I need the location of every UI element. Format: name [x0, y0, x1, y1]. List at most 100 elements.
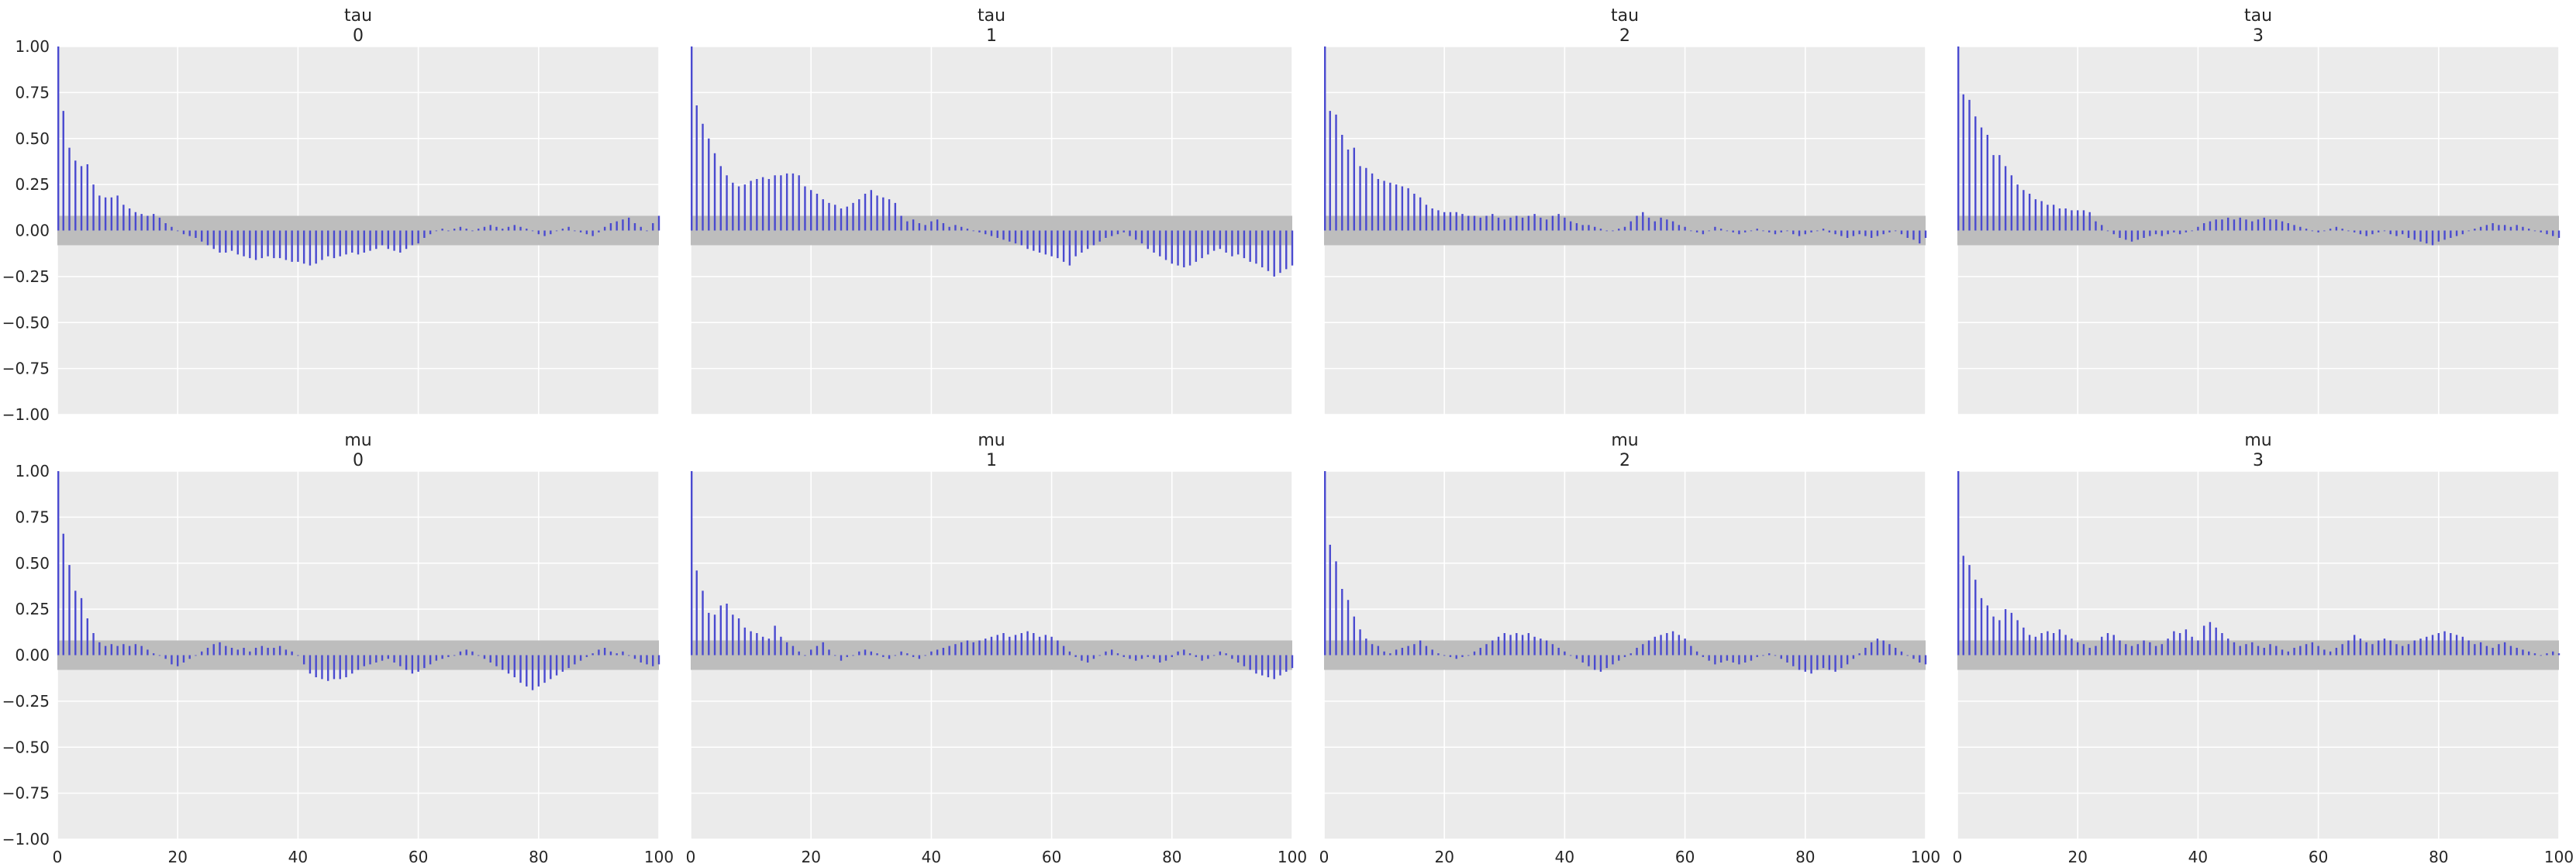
acf-bar	[2323, 649, 2326, 656]
acf-bar	[1564, 651, 1566, 656]
y-tick-label: 1.00	[15, 37, 50, 56]
acf-bar	[846, 206, 848, 231]
acf-bar	[2509, 645, 2512, 656]
acf-bar	[1419, 640, 1422, 656]
acf-bar	[260, 645, 264, 656]
acf-bar	[1231, 230, 1233, 256]
acf-bar	[1840, 655, 1843, 669]
acf-bar	[591, 230, 594, 236]
acf-bar	[1798, 230, 1801, 236]
acf-bar	[870, 190, 872, 231]
acf-bar	[1629, 653, 1632, 656]
acf-bar	[713, 614, 716, 656]
acf-bar	[1581, 655, 1584, 663]
acf-bar	[1768, 230, 1771, 232]
acf-bar	[80, 166, 83, 231]
acf-bar	[1212, 230, 1216, 251]
panel-title: 3	[2253, 451, 2264, 470]
acf-bar	[798, 175, 800, 231]
acf-bar	[152, 653, 155, 656]
acf-bar	[1044, 635, 1047, 656]
acf-bar	[585, 655, 588, 657]
acf-bar	[267, 230, 269, 256]
acf-bar	[526, 655, 528, 687]
acf-bar	[2546, 653, 2548, 656]
acf-bar	[164, 223, 167, 231]
acf-bar	[2149, 230, 2151, 236]
acf-bar	[1057, 230, 1059, 259]
acf-bar	[1020, 633, 1022, 656]
x-tick-label: 80	[2429, 848, 2448, 864]
acf-bar	[2299, 645, 2302, 656]
acf-bar	[1105, 651, 1107, 656]
acf-bar	[177, 230, 179, 232]
acf-bar	[1702, 655, 1705, 657]
acf-bar	[2023, 627, 2025, 656]
acf-bar	[2185, 230, 2188, 232]
acf-bar	[1437, 210, 1440, 231]
acf-bar	[567, 226, 570, 231]
acf-bar	[2293, 648, 2295, 656]
acf-bar	[2419, 639, 2422, 656]
acf-bar	[453, 229, 456, 231]
acf-bar	[2353, 230, 2356, 232]
acf-bar	[188, 655, 191, 659]
acf-bar	[900, 651, 902, 656]
acf-bar	[2287, 651, 2289, 656]
acf-bar	[465, 649, 467, 656]
acf-bar	[985, 639, 987, 656]
acf-bar	[1840, 230, 1843, 236]
acf-bar	[1540, 639, 1542, 656]
acf-bar	[2082, 644, 2085, 656]
acf-bar	[1545, 640, 1548, 656]
acf-bar	[2058, 208, 2061, 231]
acf-bar	[948, 226, 950, 231]
acf-bar	[1159, 230, 1161, 256]
acf-bar	[906, 221, 909, 231]
acf-bar	[585, 230, 588, 235]
acf-bar	[1171, 230, 1173, 264]
acf-bar	[936, 219, 939, 231]
acf-bar	[640, 655, 642, 663]
acf-bar	[1834, 230, 1836, 235]
acf-bar	[2095, 221, 2097, 231]
acf-bar	[1726, 230, 1729, 232]
acf-bar	[2522, 649, 2524, 656]
acf-bar	[201, 651, 203, 656]
acf-bar	[2492, 648, 2494, 656]
acf-bar	[543, 655, 546, 683]
acf-bar	[646, 230, 648, 232]
acf-bar	[574, 230, 576, 232]
acf-bar	[1033, 633, 1035, 656]
acf-bar	[543, 230, 546, 236]
acf-bar	[471, 651, 474, 656]
acf-bar	[381, 230, 384, 246]
acf-bar	[912, 219, 915, 231]
y-tick-label: 0.75	[15, 83, 50, 102]
acf-bar	[254, 230, 257, 260]
acf-bar	[561, 655, 564, 672]
acf-bar	[1564, 217, 1566, 231]
acf-bar	[2034, 199, 2037, 231]
acf-bar	[1768, 653, 1771, 656]
panel-title: mu	[344, 431, 371, 450]
acf-bar	[236, 230, 239, 255]
acf-bar	[2178, 230, 2181, 235]
acf-bar	[1852, 230, 1855, 236]
acf-bar	[1225, 230, 1227, 253]
acf-bar	[57, 46, 60, 231]
acf-bar	[1273, 655, 1275, 680]
acf-bar	[1509, 217, 1512, 231]
acf-bar	[2426, 230, 2428, 244]
acf-bar	[1068, 230, 1071, 266]
acf-bar	[1858, 653, 1860, 656]
acf-bar	[1726, 655, 1729, 661]
acf-bar	[972, 642, 974, 656]
acf-bar	[1998, 155, 2001, 231]
acf-bar	[1365, 639, 1367, 656]
acf-bar	[2552, 230, 2554, 236]
acf-bar	[1509, 635, 1512, 656]
acf-bar	[1038, 230, 1041, 253]
acf-bar	[1605, 230, 1608, 232]
acf-bar	[2233, 219, 2236, 231]
